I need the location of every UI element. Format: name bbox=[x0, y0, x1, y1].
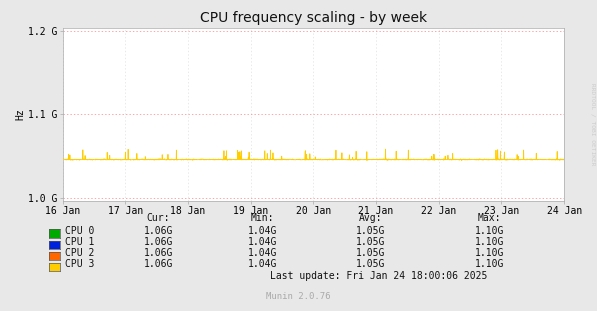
Text: 1.06G: 1.06G bbox=[143, 226, 173, 236]
Text: Munin 2.0.76: Munin 2.0.76 bbox=[266, 292, 331, 300]
Text: 1.06G: 1.06G bbox=[143, 237, 173, 247]
Text: RRDTOOL / TOBI OETIKER: RRDTOOL / TOBI OETIKER bbox=[591, 83, 596, 166]
Text: 1.05G: 1.05G bbox=[355, 226, 385, 236]
Text: 1.04G: 1.04G bbox=[248, 237, 278, 247]
Text: 1.05G: 1.05G bbox=[355, 237, 385, 247]
Text: 1.10G: 1.10G bbox=[475, 237, 504, 247]
Text: CPU 3: CPU 3 bbox=[65, 259, 94, 269]
Text: 1.10G: 1.10G bbox=[475, 248, 504, 258]
Text: 1.06G: 1.06G bbox=[143, 248, 173, 258]
Text: Cur:: Cur: bbox=[146, 213, 170, 223]
Text: 1.05G: 1.05G bbox=[355, 259, 385, 269]
Y-axis label: Hz: Hz bbox=[15, 109, 25, 120]
Text: CPU 2: CPU 2 bbox=[65, 248, 94, 258]
Text: 1.04G: 1.04G bbox=[248, 226, 278, 236]
Title: CPU frequency scaling - by week: CPU frequency scaling - by week bbox=[200, 12, 427, 26]
Text: CPU 0: CPU 0 bbox=[65, 226, 94, 236]
Text: Last update: Fri Jan 24 18:00:06 2025: Last update: Fri Jan 24 18:00:06 2025 bbox=[270, 271, 488, 281]
Text: Max:: Max: bbox=[478, 213, 501, 223]
Text: 1.04G: 1.04G bbox=[248, 248, 278, 258]
Text: 1.06G: 1.06G bbox=[143, 259, 173, 269]
Text: Min:: Min: bbox=[251, 213, 275, 223]
Text: CPU 1: CPU 1 bbox=[65, 237, 94, 247]
Text: 1.10G: 1.10G bbox=[475, 226, 504, 236]
Text: 1.10G: 1.10G bbox=[475, 259, 504, 269]
Text: 1.04G: 1.04G bbox=[248, 259, 278, 269]
Text: 1.05G: 1.05G bbox=[355, 248, 385, 258]
Text: Avg:: Avg: bbox=[358, 213, 382, 223]
